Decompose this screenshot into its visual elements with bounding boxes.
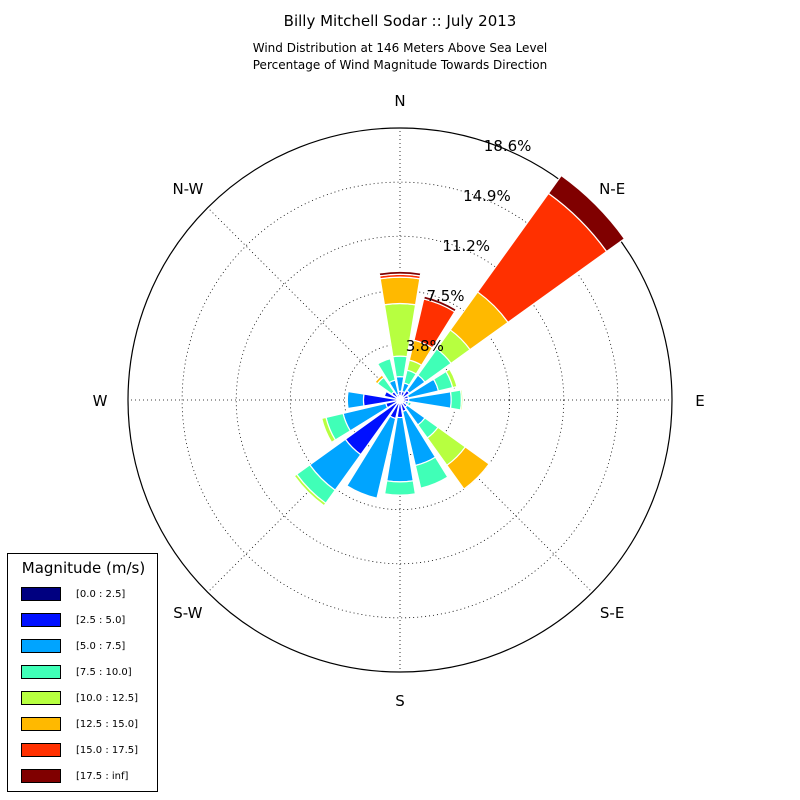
legend-item: [5.0 : 7.5]: [8, 639, 159, 655]
legend-label: [17.5 : inf]: [76, 771, 129, 782]
wind-wedge: [392, 355, 408, 378]
direction-label: S: [395, 692, 405, 710]
wind-wedge: [378, 270, 422, 277]
radial-tick-label: 3.8%: [406, 337, 444, 355]
legend-swatch: [21, 639, 61, 653]
legend-swatch: [21, 587, 61, 601]
legend-item: [0.0 : 2.5]: [8, 587, 159, 603]
direction-label: N: [394, 92, 405, 110]
direction-label: S-W: [173, 604, 202, 622]
radial-tick-label: 18.6%: [484, 137, 532, 155]
radial-tick-label: 11.2%: [442, 237, 490, 255]
direction-label: W: [93, 392, 108, 410]
outer-circle: [127, 127, 673, 673]
legend-swatch: [21, 743, 61, 757]
grid-spoke: [207, 207, 401, 401]
grid-circle: [235, 235, 565, 565]
chart-title: Billy Mitchell Sodar :: July 2013: [283, 12, 517, 30]
wind-wedge: [414, 456, 449, 489]
wind-wedge: [379, 276, 421, 306]
wind-wedge: [383, 480, 417, 496]
legend-swatch: [21, 665, 61, 679]
radial-tick-label: 14.9%: [463, 187, 511, 205]
wind-wedge: [376, 357, 397, 384]
legend-swatch: [21, 691, 61, 705]
wind-wedge: [406, 401, 413, 407]
legend-label: [15.0 : 17.5]: [76, 745, 139, 756]
legend-title: Magnitude (m/s): [21, 559, 146, 577]
direction-label: S-E: [600, 604, 624, 622]
wind-wedge: [547, 174, 626, 253]
direction-label: N-W: [172, 180, 203, 198]
legend-label: [0.0 : 2.5]: [76, 589, 126, 600]
wind-wedge: [346, 415, 397, 499]
legend: Magnitude (m/s) [0.0 : 2.5] [2.5 : 5.0] …: [7, 553, 158, 792]
direction-label: E: [695, 392, 704, 410]
direction-label: N-E: [599, 180, 625, 198]
legend-swatch: [21, 717, 61, 731]
grid-circle: [181, 181, 619, 619]
legend-item: [17.5 : inf]: [8, 769, 159, 785]
legend-label: [7.5 : 10.0]: [76, 667, 132, 678]
wind-wedge: [320, 416, 337, 444]
wind-wedge: [374, 374, 385, 385]
wind-wedge: [346, 390, 365, 410]
legend-item: [2.5 : 5.0]: [8, 613, 159, 629]
legend-label: [2.5 : 5.0]: [76, 615, 126, 626]
wind-wedge: [445, 368, 458, 389]
legend-label: [5.0 : 7.5]: [76, 641, 126, 652]
wind-wedge: [293, 473, 327, 507]
wind-wedge: [422, 295, 458, 313]
legend-swatch: [21, 613, 61, 627]
wind-wedge: [449, 389, 463, 411]
radial-tick-label: 7.5%: [426, 287, 464, 305]
wind-wedge: [383, 390, 399, 401]
legend-item: [10.0 : 12.5]: [8, 691, 159, 707]
legend-item: [7.5 : 10.0]: [8, 665, 159, 681]
grid-spoke: [399, 399, 593, 593]
grid-spoke: [207, 399, 401, 593]
legend-label: [12.5 : 15.0]: [76, 719, 139, 730]
wind-wedge: [446, 446, 490, 490]
chart-subtitle-line2: Percentage of Wind Magnitude Towards Dir…: [252, 58, 548, 72]
legend-item: [12.5 : 15.0]: [8, 717, 159, 733]
chart-subtitle-line1: Wind Distribution at 146 Meters Above Se…: [252, 41, 548, 55]
legend-swatch: [21, 769, 61, 783]
wind-wedge: [459, 389, 464, 411]
legend-label: [10.0 : 12.5]: [76, 693, 139, 704]
legend-item: [15.0 : 17.5]: [8, 743, 159, 759]
